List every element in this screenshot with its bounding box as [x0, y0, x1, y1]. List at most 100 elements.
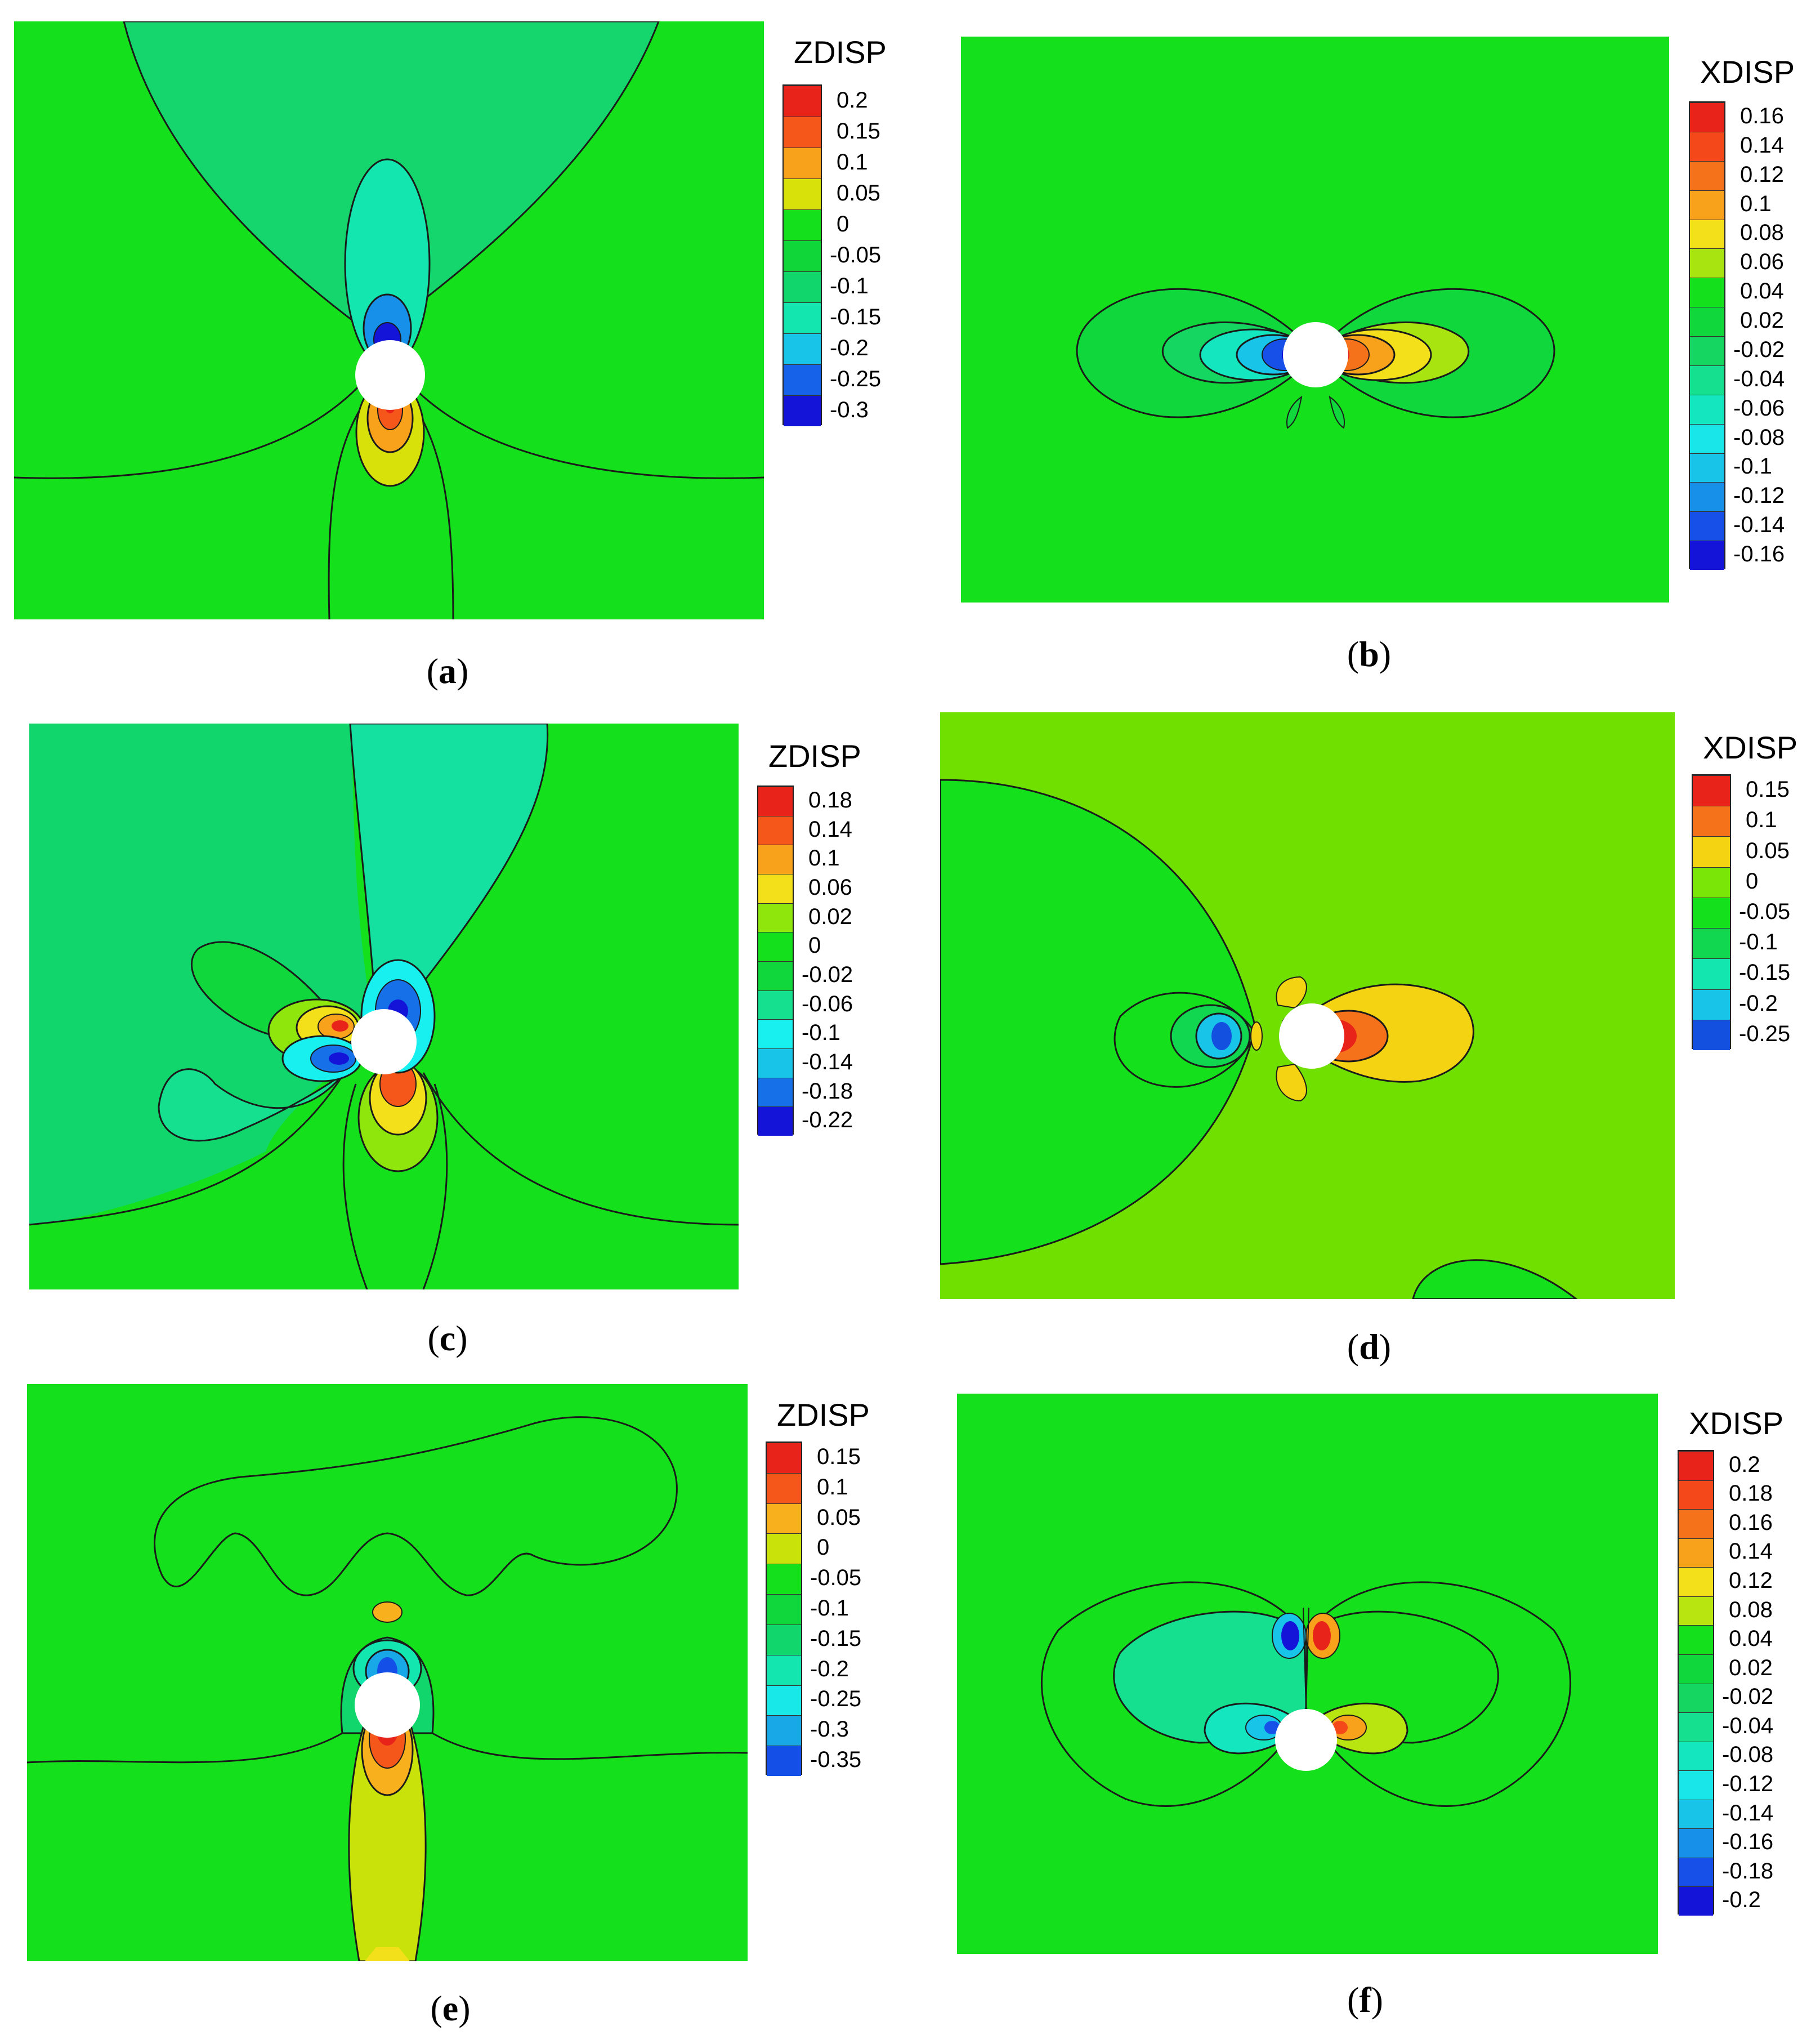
legend-swatch	[758, 990, 793, 1020]
legend-swatch	[1693, 958, 1730, 989]
legend-swatch	[758, 845, 793, 874]
legend-swatch	[1690, 541, 1724, 570]
legend-tick-label: -0.1	[830, 273, 869, 298]
legend-tick-label: -0.2	[1722, 1887, 1761, 1913]
legend-tick-label: 0.08	[1729, 1597, 1773, 1622]
legend-tick-label: 0.18	[1729, 1481, 1773, 1506]
legend-tick-label: 0.15	[817, 1444, 861, 1469]
legend-swatch	[1679, 1451, 1713, 1480]
legend-tick-label: 0.18	[808, 787, 852, 813]
legend-swatch	[784, 86, 821, 117]
caption-a: (a)	[426, 651, 469, 691]
legend-title-b: XDISP	[1700, 54, 1795, 90]
legend-tick-label: 0.08	[1740, 220, 1784, 246]
legend-swatch	[1679, 1625, 1713, 1654]
legend-tick-label: 0.1	[817, 1474, 848, 1499]
legend-tick-label: -0.06	[802, 991, 853, 1016]
legend-swatch	[1690, 307, 1724, 336]
legend-swatch	[758, 903, 793, 932]
legend-tick-label: -0.05	[810, 1565, 862, 1591]
legend-tick-label: 0.1	[808, 846, 840, 871]
legend-tick-label: 0.15	[837, 118, 880, 144]
legend-swatch	[784, 148, 821, 178]
legend-swatch	[1679, 1596, 1713, 1626]
legend-tick-label: -0.15	[830, 304, 882, 329]
legend-tick-label: -0.12	[1733, 483, 1785, 508]
caption-f: (f)	[1347, 1980, 1383, 2020]
legend-bar-b	[1689, 101, 1725, 570]
legend-swatch	[1690, 423, 1724, 453]
legend-tick-label: -0.1	[1733, 454, 1772, 479]
legend-swatch	[1693, 928, 1730, 959]
legend-bar-d	[1692, 774, 1731, 1050]
legend-tick-label: 0	[1746, 868, 1759, 894]
legend-swatch	[767, 1654, 801, 1685]
legend-swatch	[767, 1564, 801, 1595]
legend-swatch	[767, 1443, 801, 1473]
legend-swatch	[758, 961, 793, 990]
legend-swatch	[1679, 1480, 1713, 1510]
legend-tick-label: -0.15	[810, 1626, 862, 1651]
legend-tick-label: 0.16	[1740, 103, 1784, 128]
legend-swatch	[1690, 336, 1724, 365]
caption-letter-d: d	[1359, 1327, 1379, 1367]
legend-swatch	[767, 1746, 801, 1776]
legend-tick-label: 0.14	[1740, 132, 1784, 158]
legend-tick-label: 0.16	[1729, 1510, 1773, 1535]
caption-letter-f: f	[1359, 1980, 1371, 2020]
legend-tick-label: -0.2	[810, 1656, 849, 1681]
legend-title-e: ZDISP	[777, 1397, 870, 1432]
contour-svg-c	[29, 724, 739, 1289]
legend-tick-label: 0.1	[837, 149, 868, 175]
legend-swatch	[784, 209, 821, 240]
legend-title-c: ZDISP	[768, 738, 861, 774]
legend-tick-label: -0.22	[802, 1108, 853, 1133]
caption-d: (d)	[1347, 1327, 1392, 1367]
legend-swatch	[1690, 482, 1724, 512]
legend-tick-label: 0.12	[1729, 1568, 1773, 1594]
legend-tick-label: -0.16	[1722, 1829, 1774, 1855]
legend-swatch	[784, 178, 821, 209]
legend-swatch	[784, 117, 821, 148]
contour-svg-b	[961, 37, 1669, 603]
legend-swatch	[767, 1715, 801, 1746]
legend-swatch	[1679, 1654, 1713, 1684]
legend-swatch	[758, 874, 793, 903]
caption-c: (c)	[427, 1318, 468, 1358]
legend-swatch	[758, 1048, 793, 1078]
legend-tick-label: -0.1	[810, 1596, 849, 1621]
caption-letter-b: b	[1359, 634, 1379, 674]
legend-title-d: XDISP	[1703, 730, 1798, 765]
legend-tick-label: -0.02	[1733, 337, 1785, 362]
legend-swatch	[1693, 989, 1730, 1020]
legend-tick-label: 0.12	[1740, 162, 1784, 187]
legend-tick-label: 0	[837, 211, 849, 236]
legend-swatch	[784, 395, 821, 426]
legend-swatch	[1679, 1770, 1713, 1800]
legend-tick-label: -0.06	[1733, 395, 1785, 421]
legend-tick-label: 0.04	[1729, 1626, 1773, 1652]
legend-tick-label: 0.02	[1729, 1655, 1773, 1680]
legend-swatch	[1679, 1828, 1713, 1858]
contour-svg-e	[27, 1384, 748, 1961]
legend-tick-label: 0	[808, 933, 821, 958]
legend-swatch	[1679, 1509, 1713, 1538]
legend-swatch	[1693, 775, 1730, 806]
legend-tick-label: -0.04	[1722, 1713, 1774, 1738]
legend-swatch	[1690, 278, 1724, 307]
legend-swatch	[1690, 219, 1724, 249]
legend-swatch	[784, 240, 821, 271]
legend-swatch	[767, 1685, 801, 1716]
legend-tick-label: -0.16	[1733, 542, 1785, 567]
legend-tick-label: 0.2	[1729, 1452, 1760, 1477]
legend-swatch	[1690, 394, 1724, 424]
legend-swatch	[1679, 1538, 1713, 1568]
legend-tick-label: -0.04	[1733, 366, 1785, 391]
legend-swatch	[1679, 1567, 1713, 1596]
legend-tick-label: 0.02	[1740, 308, 1784, 333]
contour-svg-a	[14, 21, 764, 619]
legend-tick-label: -0.18	[1722, 1858, 1774, 1884]
legend-tick-label: 0.1	[1740, 191, 1772, 216]
legend-tick-label: -0.2	[830, 335, 869, 360]
legend-bar-e	[766, 1441, 802, 1776]
